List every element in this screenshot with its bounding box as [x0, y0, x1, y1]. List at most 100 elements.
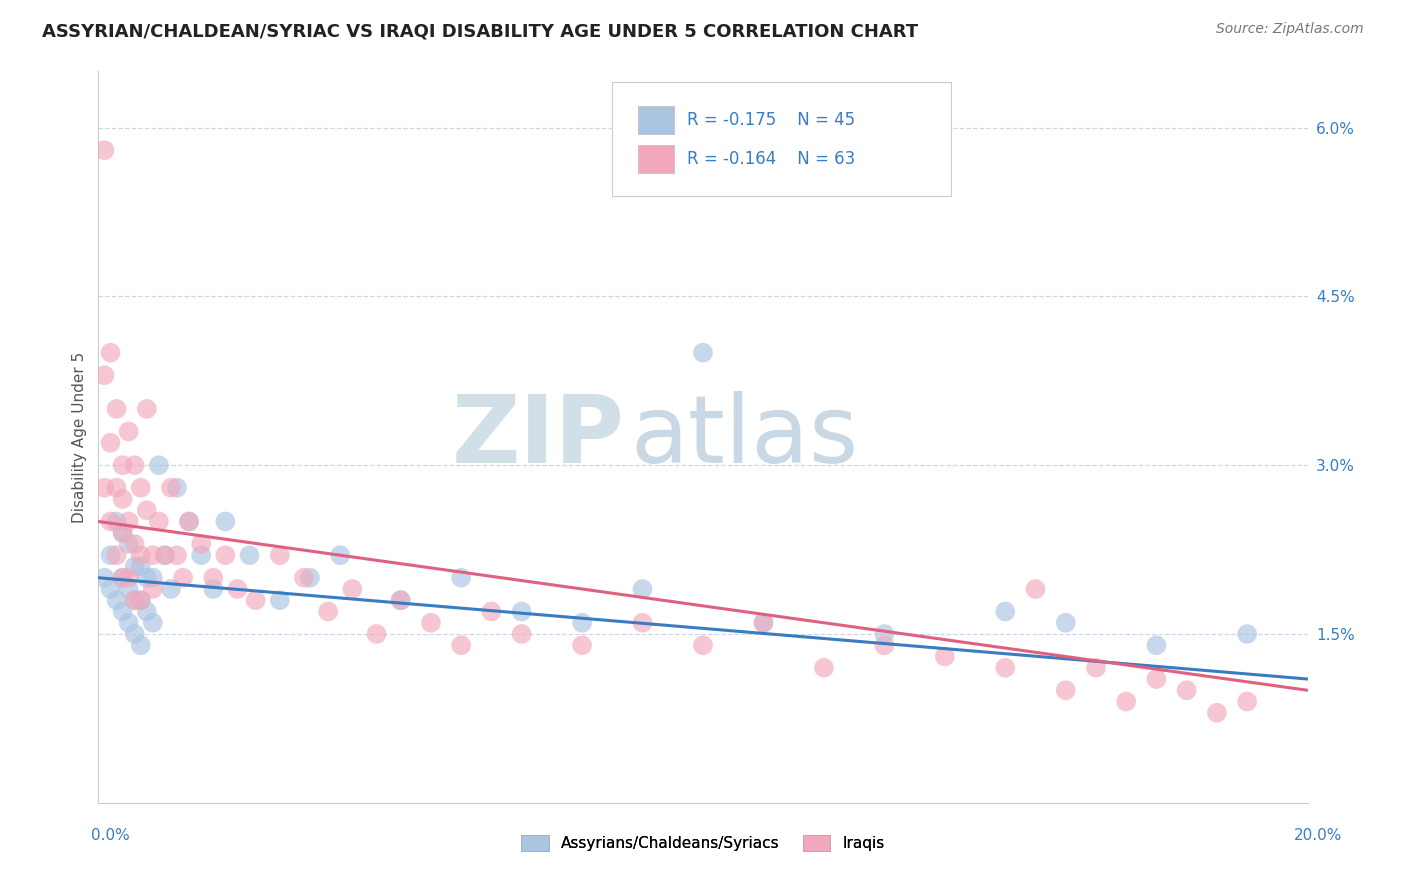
Point [118, 515, 141, 529]
Point [245, 593, 267, 607]
Point [1144, 672, 1167, 686]
Point [111, 491, 134, 506]
Point [994, 661, 1017, 675]
Point [1144, 638, 1167, 652]
FancyBboxPatch shape [638, 145, 673, 173]
Point [135, 401, 157, 416]
Point [160, 481, 183, 495]
Point [631, 615, 654, 630]
Point [118, 425, 141, 439]
Text: R = -0.164    N = 63: R = -0.164 N = 63 [688, 150, 855, 168]
Point [118, 537, 141, 551]
Point [692, 638, 714, 652]
Point [510, 627, 533, 641]
Point [1236, 627, 1258, 641]
Point [129, 548, 152, 562]
Point [129, 593, 152, 607]
Point [873, 638, 896, 652]
Point [153, 548, 176, 562]
Point [93, 143, 115, 157]
Point [111, 571, 134, 585]
Point [292, 571, 315, 585]
Point [510, 605, 533, 619]
Point [202, 571, 225, 585]
Point [129, 638, 152, 652]
Point [153, 548, 176, 562]
Text: atlas: atlas [630, 391, 859, 483]
Point [111, 525, 134, 540]
Point [1236, 694, 1258, 708]
Point [366, 627, 388, 641]
Point [118, 615, 141, 630]
Point [111, 458, 134, 473]
Point [873, 627, 896, 641]
Point [166, 481, 188, 495]
Point [1206, 706, 1229, 720]
Point [105, 515, 128, 529]
Point [631, 582, 654, 596]
Point [142, 571, 165, 585]
Point [450, 638, 472, 652]
Point [1054, 615, 1077, 630]
Text: 0.0%: 0.0% [91, 828, 131, 843]
Text: ZIP: ZIP [451, 391, 624, 483]
Point [172, 571, 194, 585]
Point [135, 503, 157, 517]
FancyBboxPatch shape [638, 106, 673, 135]
Point [813, 661, 835, 675]
Point [111, 605, 134, 619]
Point [124, 593, 146, 607]
Point [100, 435, 122, 450]
Point [342, 582, 364, 596]
Point [571, 638, 593, 652]
Legend: Assyrians/Chaldeans/Syriacs, Iraqis: Assyrians/Chaldeans/Syriacs, Iraqis [515, 830, 891, 857]
Point [124, 537, 146, 551]
Point [1054, 683, 1077, 698]
FancyBboxPatch shape [613, 82, 950, 195]
Point [93, 571, 115, 585]
Point [179, 515, 201, 529]
Point [450, 571, 472, 585]
Text: R = -0.175    N = 45: R = -0.175 N = 45 [688, 112, 855, 129]
Point [752, 615, 775, 630]
Point [420, 615, 443, 630]
Point [105, 548, 128, 562]
Point [93, 481, 115, 495]
Point [93, 368, 115, 383]
Point [124, 627, 146, 641]
Point [142, 582, 165, 596]
Point [135, 571, 157, 585]
Point [1085, 661, 1108, 675]
Point [1115, 694, 1137, 708]
Point [124, 559, 146, 574]
Point [160, 582, 183, 596]
Point [226, 582, 249, 596]
Point [214, 548, 236, 562]
Point [105, 481, 128, 495]
Point [111, 525, 134, 540]
Point [142, 615, 165, 630]
Point [190, 548, 212, 562]
Point [389, 593, 412, 607]
Point [124, 458, 146, 473]
Point [166, 548, 188, 562]
Point [752, 615, 775, 630]
Point [269, 593, 291, 607]
Point [105, 593, 128, 607]
Y-axis label: Disability Age Under 5: Disability Age Under 5 [72, 351, 87, 523]
Point [148, 515, 170, 529]
Point [100, 345, 122, 359]
Point [100, 582, 122, 596]
Point [100, 515, 122, 529]
Point [316, 605, 339, 619]
Point [190, 537, 212, 551]
Point [129, 593, 152, 607]
Point [389, 593, 412, 607]
Point [142, 548, 165, 562]
Point [269, 548, 291, 562]
Text: ASSYRIAN/CHALDEAN/SYRIAC VS IRAQI DISABILITY AGE UNDER 5 CORRELATION CHART: ASSYRIAN/CHALDEAN/SYRIAC VS IRAQI DISABI… [42, 22, 918, 40]
Point [118, 582, 141, 596]
Point [100, 548, 122, 562]
Point [111, 571, 134, 585]
Point [329, 548, 352, 562]
